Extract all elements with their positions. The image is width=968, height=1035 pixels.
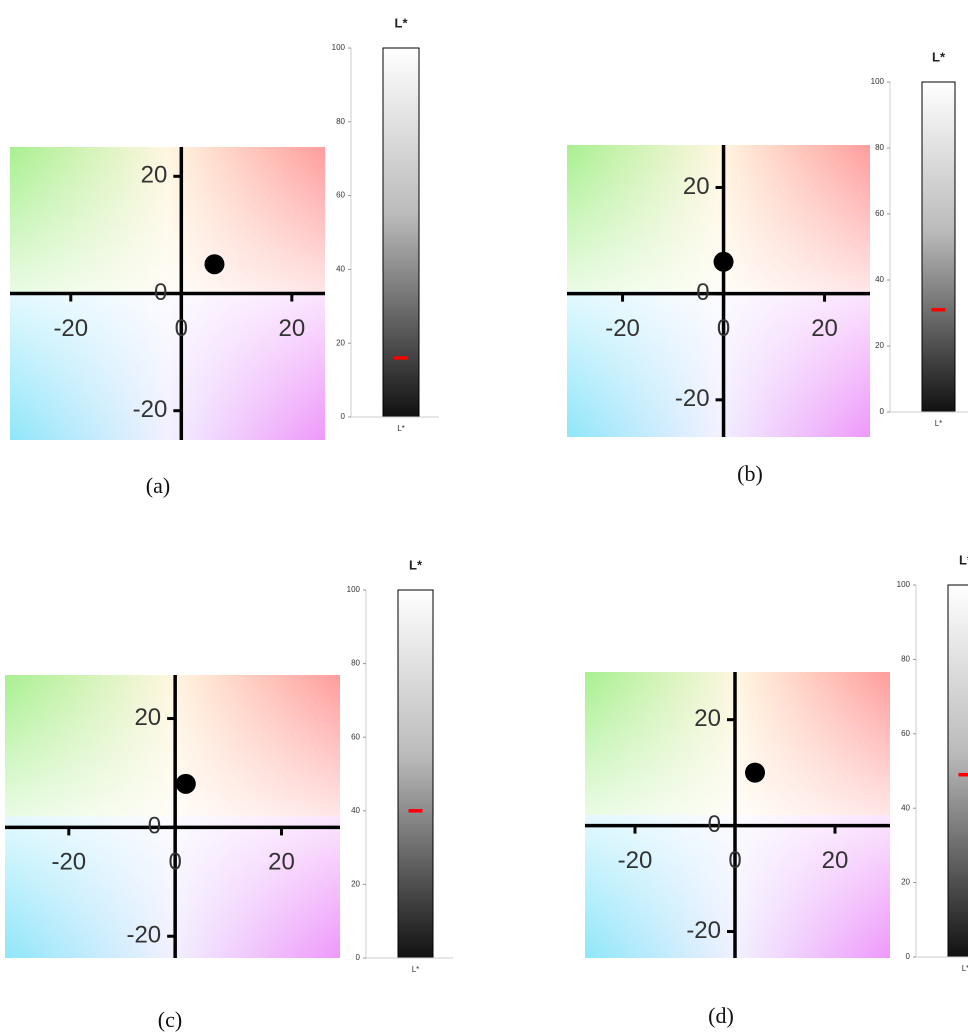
x-tick-label: 0: [175, 315, 188, 342]
x-tick-label: L*: [962, 964, 968, 973]
caption: (c): [158, 1007, 182, 1032]
x-tick-label: L*: [935, 419, 943, 428]
data-point: [176, 774, 196, 794]
y-tick-label: 40: [901, 803, 910, 812]
x-tick-label: L*: [412, 965, 420, 974]
y-tick-label: 0: [341, 412, 346, 421]
chart-title: L*: [409, 557, 423, 572]
x-tick-label: 20: [811, 315, 838, 342]
y-tick-label: 20: [901, 878, 910, 887]
y-tick-label: 20: [134, 704, 161, 731]
x-tick-label: L*: [397, 424, 405, 433]
y-tick-label: 0: [154, 279, 167, 306]
caption: (b): [737, 461, 763, 486]
y-tick-label: 100: [347, 585, 361, 594]
y-tick-label: 0: [906, 952, 911, 961]
x-tick-label: 20: [822, 847, 849, 874]
lightness-column: [383, 48, 419, 417]
caption: (d): [708, 1003, 734, 1028]
figure: (a) (b) (c) (d) -20 0 20 -20 0 20 L* 0 20 40 60 80 1…: [0, 0, 968, 1035]
y-tick-label: -20: [675, 385, 710, 412]
y-tick-label: 100: [897, 580, 911, 589]
data-point: [204, 254, 224, 274]
y-tick-label: 100: [332, 43, 346, 52]
y-tick-label: 20: [683, 173, 710, 200]
y-tick-label: -20: [686, 917, 721, 944]
y-tick-label: 20: [694, 705, 721, 732]
y-tick-label: 20: [351, 880, 360, 889]
caption: (a): [146, 473, 170, 498]
y-tick-label: 80: [336, 117, 345, 126]
plane-blend: [585, 672, 890, 958]
lightness-column: [398, 590, 433, 958]
x-tick-label: -20: [605, 315, 640, 342]
data-point: [745, 763, 765, 783]
data-point: [714, 252, 734, 272]
y-tick-label: -20: [133, 396, 168, 423]
x-tick-label: 0: [168, 849, 181, 876]
x-tick-label: -20: [51, 849, 86, 876]
chart-title: L*: [932, 49, 946, 64]
x-tick-label: -20: [53, 315, 88, 342]
y-tick-label: 80: [901, 655, 910, 664]
x-tick-label: 0: [728, 847, 741, 874]
y-tick-label: 0: [880, 407, 885, 416]
y-tick-label: 80: [875, 143, 884, 152]
y-tick-label: 60: [351, 732, 360, 741]
y-tick-label: 60: [901, 729, 910, 738]
y-tick-label: 0: [696, 279, 709, 306]
x-tick-label: 20: [278, 315, 305, 342]
y-tick-label: 40: [336, 265, 345, 274]
y-tick-label: 0: [356, 953, 361, 962]
y-tick-label: -20: [126, 922, 161, 949]
chart-title: L*: [959, 552, 968, 567]
y-tick-label: 60: [336, 191, 345, 200]
lightness-column: [922, 82, 955, 412]
y-tick-label: 20: [336, 338, 345, 347]
y-tick-label: 20: [141, 162, 168, 189]
y-tick-label: 40: [875, 275, 884, 284]
chart-title: L*: [395, 15, 409, 30]
y-tick-label: 60: [875, 209, 884, 218]
x-tick-label: -20: [618, 847, 653, 874]
y-tick-label: 40: [351, 806, 360, 815]
x-tick-label: 0: [717, 315, 730, 342]
y-tick-label: 80: [351, 659, 360, 668]
y-tick-label: 20: [875, 341, 884, 350]
x-tick-label: 20: [268, 849, 295, 876]
y-tick-label: 0: [148, 813, 161, 840]
y-tick-label: 100: [871, 77, 885, 86]
y-tick-label: 0: [708, 811, 721, 838]
lightness-column: [948, 585, 968, 957]
